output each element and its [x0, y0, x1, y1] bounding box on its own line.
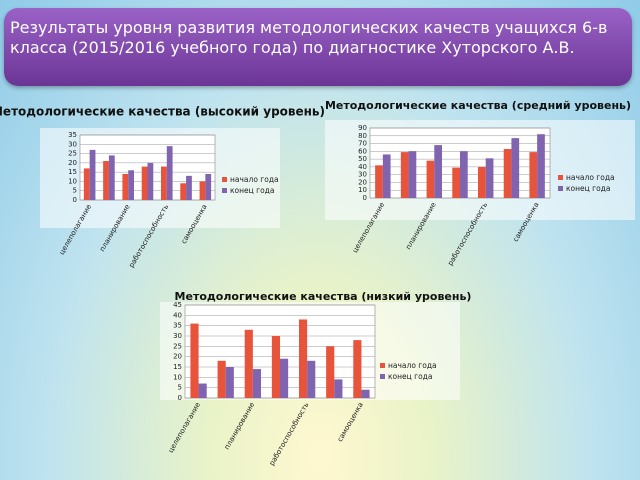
y-tick-label: 20: [68, 159, 77, 167]
x-tick-label: работоспособность: [268, 401, 311, 467]
bar: [326, 346, 335, 398]
bar: [217, 360, 226, 398]
legend-label: начало года: [388, 361, 437, 370]
y-tick-label: 15: [173, 363, 182, 371]
legend-swatch: [558, 186, 563, 191]
bar: [186, 175, 192, 200]
bar: [375, 165, 383, 198]
bar: [198, 383, 207, 398]
title-banner: [4, 8, 632, 86]
y-tick-label: 10: [358, 186, 367, 194]
bar: [103, 161, 109, 200]
y-tick-label: 25: [68, 150, 77, 158]
y-tick-label: 30: [173, 332, 182, 340]
bar: [511, 138, 520, 198]
y-tick-label: 35: [173, 322, 182, 330]
bar: [271, 336, 280, 398]
bar: [361, 389, 370, 398]
bar: [452, 167, 460, 198]
bar: [83, 168, 90, 200]
legend-swatch: [380, 363, 385, 368]
y-tick-label: 5: [73, 187, 77, 195]
bar: [199, 181, 206, 200]
legend-label: конец года: [230, 186, 274, 195]
y-tick-label: 35: [68, 131, 77, 139]
bar: [166, 146, 173, 200]
bar: [537, 134, 545, 198]
x-tick-label: целеполагание: [167, 401, 202, 454]
bar: [180, 183, 187, 200]
bar: [244, 329, 253, 398]
y-tick-label: 40: [173, 311, 182, 319]
bar: [108, 155, 115, 200]
legend-label: конец года: [388, 372, 432, 381]
y-tick-label: 50: [358, 155, 367, 163]
y-tick-label: 70: [358, 140, 367, 148]
bar: [205, 174, 212, 200]
legend-label: начало года: [566, 173, 615, 182]
bar: [334, 379, 343, 398]
bar: [460, 151, 468, 198]
legend-swatch: [222, 177, 227, 182]
y-tick-label: 10: [173, 373, 182, 381]
bar: [529, 152, 538, 198]
bar: [408, 151, 417, 198]
bar: [400, 152, 409, 198]
bar: [128, 170, 134, 200]
bar: [161, 166, 167, 200]
bar: [280, 358, 289, 398]
x-tick-label: планирование: [223, 401, 256, 451]
y-tick-label: 0: [363, 194, 367, 202]
bar: [485, 158, 494, 198]
y-tick-label: 40: [358, 163, 367, 171]
bar: [141, 166, 148, 200]
bar: [503, 149, 512, 198]
bar: [353, 340, 362, 398]
bar: [225, 367, 234, 398]
legend-label: начало года: [230, 175, 279, 184]
y-tick-label: 0: [178, 394, 182, 402]
bar: [190, 323, 199, 398]
chart-title: Методологические качества (средний урове…: [325, 99, 631, 112]
y-tick-label: 10: [68, 177, 77, 185]
y-tick-label: 15: [68, 168, 77, 176]
y-tick-label: 45: [173, 301, 182, 309]
y-tick-label: 90: [358, 124, 367, 132]
y-tick-label: 80: [358, 132, 367, 140]
y-tick-label: 30: [68, 140, 77, 148]
bar: [307, 360, 316, 398]
y-tick-label: 20: [173, 353, 182, 361]
x-tick-label: самооценка: [336, 401, 365, 443]
y-tick-label: 30: [358, 171, 367, 179]
y-tick-label: 5: [178, 384, 182, 392]
bar: [89, 149, 96, 200]
y-tick-label: 0: [73, 196, 77, 204]
bar: [299, 319, 308, 398]
chart-title: Методологические качества (высокий урове…: [0, 105, 325, 119]
legend-swatch: [222, 188, 227, 193]
legend-label: конец года: [566, 184, 610, 193]
legend-swatch: [558, 175, 563, 180]
bar: [122, 174, 129, 200]
bar: [426, 160, 435, 198]
y-tick-label: 60: [358, 147, 367, 155]
legend-swatch: [380, 374, 385, 379]
bar: [147, 162, 154, 200]
bar: [382, 154, 391, 198]
slide-title: Результаты уровня развития методологичес…: [10, 18, 608, 57]
y-tick-label: 20: [358, 178, 367, 186]
y-tick-label: 25: [173, 342, 182, 350]
chart-title: Методологические качества (низкий уровен…: [175, 290, 472, 303]
bar: [434, 145, 442, 198]
bar: [252, 369, 261, 398]
bar: [478, 166, 486, 198]
